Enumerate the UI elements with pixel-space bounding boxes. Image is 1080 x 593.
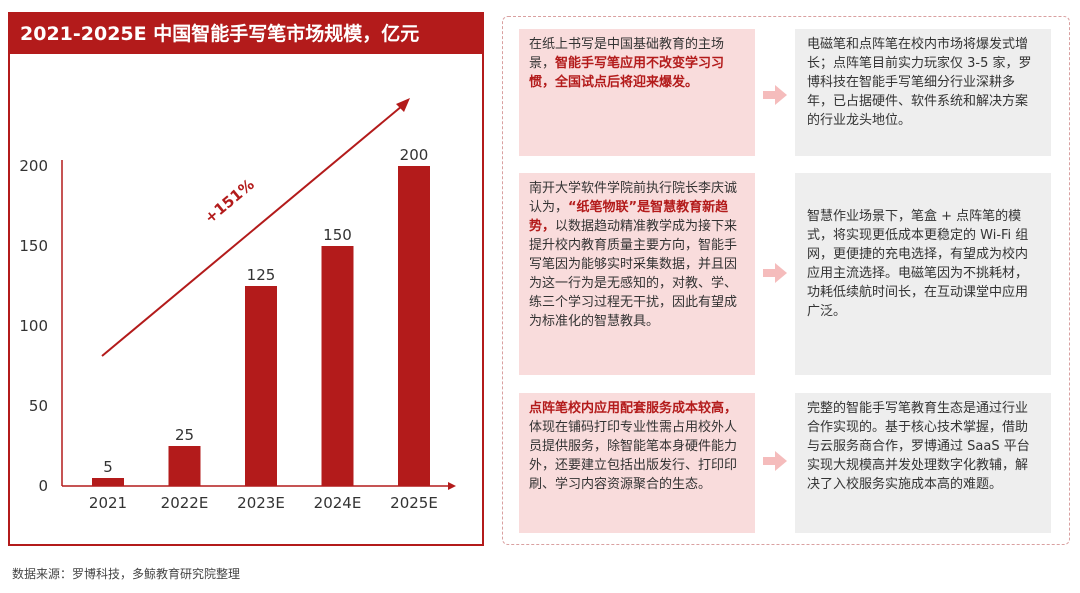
x-tick-label: 2021 — [89, 494, 127, 512]
trend-arrow — [101, 105, 403, 357]
insight-left-2: 南开大学软件学院前执行院长李庆诚认为，“纸笔物联”是智慧教育新趋势，以数据趋动精… — [519, 173, 755, 375]
bar-chart: 0 50 100 150 200 5 2021 25 2022E 125 2023E 150 2024E… — [19, 98, 456, 512]
insight-left-3: 点阵笔校内应用配套服务成本较高， 体现在铺码打印专业性需占用校外人员提供服务，除智… — [519, 393, 755, 533]
bar — [321, 246, 354, 486]
highlight-text: “纸笔物联”是智慧教育新趋势， — [529, 200, 729, 234]
trend-arrow-head — [396, 98, 410, 112]
data-label: 200 — [400, 146, 429, 164]
insight-right-3: 完整的智能手写笔教育生态是通过行业合作实现的。基于核心技术掌握，借助与云服务商合… — [795, 393, 1051, 533]
y-tick-label: 50 — [29, 397, 48, 415]
data-label: 5 — [103, 458, 113, 476]
chart-title: 2021-2025E 中国智能手写笔市场规模，亿元 — [10, 14, 482, 54]
x-axis-arrow — [448, 482, 456, 490]
body-text: 以数据趋动精准教学成为接下来提升校内教育质量主要方向，智能手写笔因为能够实时采集… — [529, 219, 738, 329]
insight-left-1: 在纸上书写是中国基础教育的主场景，智能手写笔应用不改变学习习惯，全国试点后将迎来… — [519, 29, 755, 156]
growth-annotation: +151% — [201, 175, 258, 227]
y-tick-label: 150 — [19, 237, 48, 255]
insight-right-2: 智慧作业场景下，笔盒 + 点阵笔的模式，将实现更低成本更稳定的 Wi-Fi 组网… — [795, 173, 1051, 375]
bar — [92, 478, 124, 486]
bar — [398, 166, 430, 486]
y-tick-label: 0 — [38, 477, 48, 495]
data-label: 150 — [323, 226, 352, 244]
data-label: 25 — [175, 426, 194, 444]
x-tick-label: 2023E — [237, 494, 285, 512]
chart-panel: 2021-2025E 中国智能手写笔市场规模，亿元 0 50 100 150 200 5 2… — [8, 12, 484, 546]
x-tick-label: 2022E — [161, 494, 209, 512]
x-tick-label: 2025E — [390, 494, 438, 512]
data-source: 数据来源：罗博科技，多鲸教育研究院整理 — [12, 567, 241, 581]
body-text: 体现在铺码打印专业性需占用校外人员提供服务，除智能笔本身硬件能力外，还要建立包括… — [529, 420, 738, 492]
highlight-text: 点阵笔校内应用配套服务成本较高， — [529, 401, 738, 416]
insights-panel: 在纸上书写是中国基础教育的主场景，智能手写笔应用不改变学习习惯，全国试点后将迎来… — [502, 16, 1070, 545]
y-tick-label: 200 — [19, 157, 48, 175]
insight-right-1: 电磁笔和点阵笔在校内市场将爆发式增长；点阵笔目前实力玩家仅 3-5 家，罗博科技… — [795, 29, 1051, 156]
bar — [245, 286, 277, 486]
body-text: 南开大学软件学院前执行院长李庆诚认为， — [529, 181, 738, 215]
data-label: 125 — [247, 266, 276, 284]
x-tick-label: 2024E — [314, 494, 362, 512]
bar — [168, 446, 201, 486]
body-text: 在纸上书写是中国基础教育的主场景， — [529, 37, 725, 71]
y-tick-label: 100 — [19, 317, 48, 335]
highlight-text: 智能手写笔应用不改变学习习惯，全国试点后将迎来爆发。 — [529, 56, 725, 90]
